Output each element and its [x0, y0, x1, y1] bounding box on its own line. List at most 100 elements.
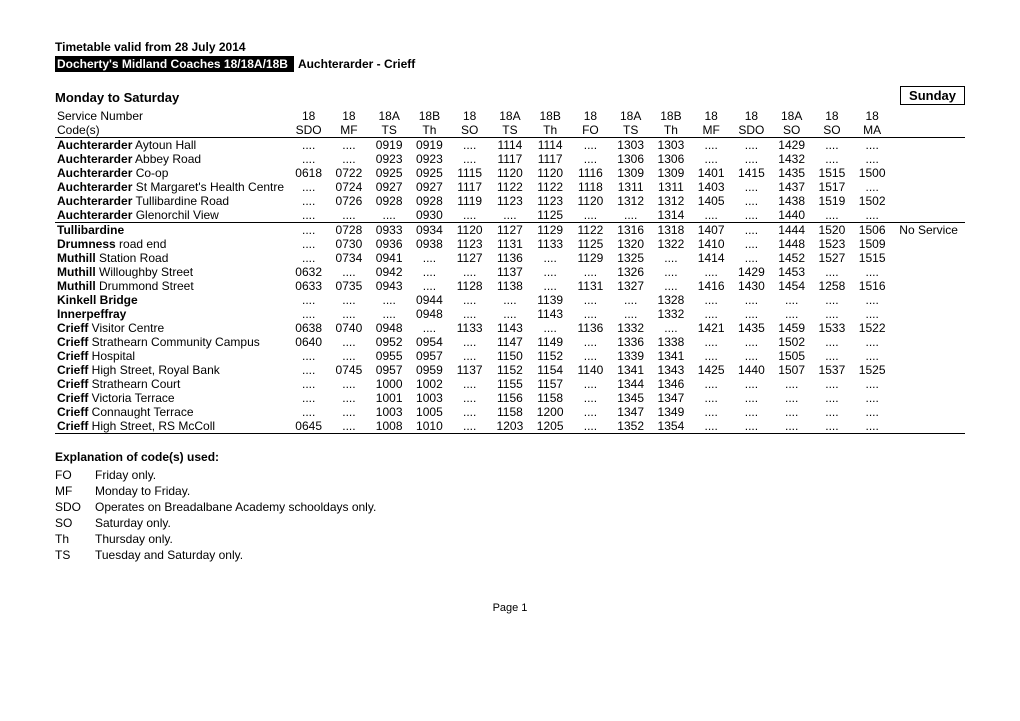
time-cell: ....	[812, 293, 852, 307]
time-cell: 1136	[490, 251, 530, 265]
code-col: Th	[409, 123, 449, 138]
time-cell: ....	[570, 377, 610, 391]
time-cell: ....	[852, 293, 892, 307]
time-cell: 1506	[852, 223, 892, 238]
time-cell: 0954	[409, 335, 449, 349]
time-cell: ....	[570, 265, 610, 279]
time-cell: ....	[691, 419, 731, 434]
time-cell: 0928	[369, 194, 409, 208]
time-cell: 1516	[852, 279, 892, 293]
time-cell: 0740	[329, 321, 369, 335]
time-cell: ....	[450, 208, 490, 223]
time-cell: ....	[812, 335, 852, 349]
time-cell: ....	[731, 208, 771, 223]
time-cell: ....	[651, 265, 691, 279]
time-cell: 0948	[409, 307, 449, 321]
time-cell: 1332	[651, 307, 691, 321]
time-cell: ....	[490, 208, 530, 223]
time-cell: 1123	[530, 194, 570, 208]
time-cell: 1410	[691, 237, 731, 251]
time-cell: 1311	[611, 180, 651, 194]
time-cell: ....	[812, 391, 852, 405]
time-cell: 1454	[772, 279, 812, 293]
time-cell: 1120	[530, 166, 570, 180]
time-cell: ....	[289, 208, 329, 223]
time-cell: 0618	[289, 166, 329, 180]
time-cell: ....	[731, 377, 771, 391]
time-cell: ....	[772, 391, 812, 405]
time-cell: 1343	[651, 363, 691, 377]
time-cell: ....	[450, 138, 490, 153]
time-cell: 1309	[611, 166, 651, 180]
time-cell: 1416	[691, 279, 731, 293]
time-cell: 0944	[409, 293, 449, 307]
time-cell: 1003	[409, 391, 449, 405]
time-cell: 0722	[329, 166, 369, 180]
code-col: MF	[329, 123, 369, 138]
time-cell: ....	[611, 208, 651, 223]
time-cell: ....	[852, 208, 892, 223]
service-col: 18B	[409, 109, 449, 123]
time-cell: 1125	[530, 208, 570, 223]
time-cell: 0934	[409, 223, 449, 238]
time-cell: 1137	[450, 363, 490, 377]
time-cell: 1200	[530, 405, 570, 419]
time-cell: 1452	[772, 251, 812, 265]
code-desc: Tuesday and Saturday only.	[95, 548, 243, 562]
time-cell: ....	[852, 391, 892, 405]
time-cell: ....	[772, 419, 812, 434]
time-cell: 0930	[409, 208, 449, 223]
time-cell: 1435	[772, 166, 812, 180]
time-cell: ....	[852, 180, 892, 194]
time-cell: ....	[852, 405, 892, 419]
time-cell: ....	[772, 377, 812, 391]
codes-block: FOFriday only.MFMonday to Friday.SDOOper…	[55, 468, 965, 562]
time-cell: 0957	[369, 363, 409, 377]
days-heading: Monday to Saturday	[55, 90, 179, 105]
time-cell: 0728	[329, 223, 369, 238]
time-cell: ....	[812, 419, 852, 434]
stop-name: Auchterarder St Margaret's Health Centre	[55, 180, 289, 194]
time-cell: ....	[852, 335, 892, 349]
time-cell: 0925	[409, 166, 449, 180]
codes-title: Explanation of code(s) used:	[55, 450, 965, 464]
time-cell: ....	[329, 208, 369, 223]
code-key: MF	[55, 484, 95, 498]
time-cell: ....	[731, 349, 771, 363]
time-cell: 1117	[490, 152, 530, 166]
time-cell: ....	[812, 349, 852, 363]
time-cell: 1123	[450, 237, 490, 251]
time-cell: ....	[691, 405, 731, 419]
time-cell: 0645	[289, 419, 329, 434]
time-cell: ....	[812, 377, 852, 391]
time-cell: 1133	[530, 237, 570, 251]
service-col: 18	[289, 109, 329, 123]
time-cell: 1430	[731, 279, 771, 293]
time-cell: 1435	[731, 321, 771, 335]
time-cell: ....	[731, 391, 771, 405]
stop-name: Muthill Willoughby Street	[55, 265, 289, 279]
code-col: SO	[772, 123, 812, 138]
time-cell: 1509	[852, 237, 892, 251]
time-cell: 1440	[772, 208, 812, 223]
code-col: SDO	[289, 123, 329, 138]
code-key: SO	[55, 516, 95, 530]
time-cell: ....	[450, 307, 490, 321]
time-cell: ....	[409, 279, 449, 293]
time-cell: 1147	[490, 335, 530, 349]
time-cell: 1339	[611, 349, 651, 363]
time-cell: 0943	[369, 279, 409, 293]
time-cell: 1155	[490, 377, 530, 391]
time-cell: 1117	[450, 180, 490, 194]
time-cell: 1205	[530, 419, 570, 434]
time-cell: 1005	[409, 405, 449, 419]
time-cell: ....	[691, 391, 731, 405]
time-cell: ....	[852, 152, 892, 166]
time-cell: 1354	[651, 419, 691, 434]
time-cell: ....	[852, 349, 892, 363]
time-cell: ....	[409, 265, 449, 279]
time-cell: ....	[329, 377, 369, 391]
time-cell: ....	[691, 377, 731, 391]
time-cell: ....	[731, 138, 771, 153]
code-col: TS	[369, 123, 409, 138]
